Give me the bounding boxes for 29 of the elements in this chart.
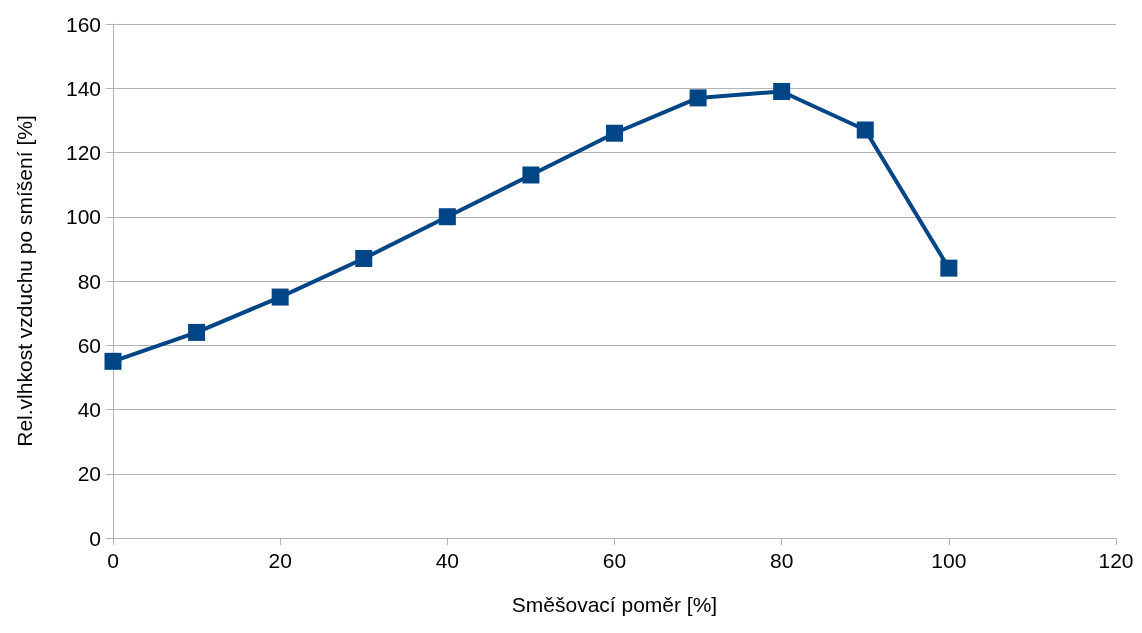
x-tick-label: 80 [769,549,794,572]
y-tick-label: 140 [65,76,101,100]
y-tick-label: 20 [77,462,101,486]
x-tick-label: 20 [268,549,292,572]
x-axis-title: Směšovací poměr [%] [511,593,718,616]
point [522,166,540,184]
y-tick-label: 160 [65,12,101,36]
point [689,89,707,107]
y-tick-label: 80 [77,269,101,293]
x-tick-label: 60 [602,549,627,572]
point [940,259,958,277]
y-tick-label: 100 [65,205,101,229]
point [355,250,373,268]
x-tick-label: 120 [1098,549,1134,572]
point [438,208,456,226]
y-tick-label: 120 [65,141,101,164]
point [104,352,122,370]
point [271,288,289,306]
x-tick-label: 40 [435,549,460,572]
y-tick-label: 60 [77,333,101,357]
point [606,124,623,142]
point [773,82,791,100]
x-tick-label: 100 [931,549,967,572]
x-tick-label: 0 [107,549,119,572]
y-tick-label: 0 [89,526,101,550]
y-axis-title: Rel.vlhkost vzduchu po smíšení [%] [13,115,36,447]
point [188,323,206,341]
point [856,121,874,139]
y-tick-label: 40 [77,398,101,421]
